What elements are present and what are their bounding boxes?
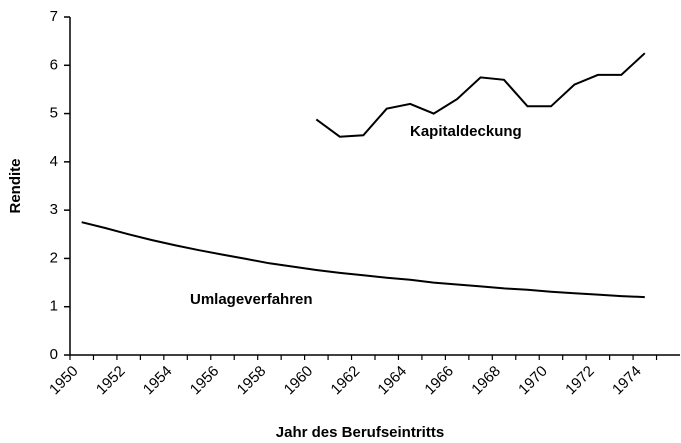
x-tick-label: 1964 — [374, 363, 410, 399]
x-tick-label: 1960 — [281, 363, 317, 399]
x-tick-label: 1970 — [515, 363, 551, 399]
x-tick-label: 1956 — [187, 363, 223, 399]
x-tick-label: 1962 — [328, 363, 364, 399]
x-tick-label: 1952 — [93, 363, 129, 399]
y-tick-label: 3 — [50, 201, 58, 218]
x-tick-label: 1968 — [468, 363, 504, 399]
x-axis-label: Jahr des Berufseintritts — [276, 424, 444, 441]
y-tick-label: 1 — [50, 298, 58, 315]
x-tick-label: 1972 — [562, 363, 598, 399]
x-tick-label: 1950 — [46, 363, 82, 399]
x-tick-label: 1966 — [421, 363, 457, 399]
y-tick-label: 0 — [50, 346, 58, 363]
y-axis-label: Rendite — [7, 158, 24, 213]
y-tick-label: 5 — [50, 105, 58, 122]
y-tick-label: 6 — [50, 56, 58, 73]
series-label: Kapitaldeckung — [410, 123, 522, 140]
x-tick-label: 1954 — [140, 363, 176, 399]
y-tick-label: 4 — [50, 153, 58, 170]
y-tick-label: 7 — [50, 8, 58, 25]
x-tick-label: 1974 — [609, 363, 645, 399]
line — [315, 52, 646, 138]
line — [81, 221, 645, 299]
y-tick-label: 2 — [50, 249, 58, 266]
x-tick-label: 1958 — [234, 363, 270, 399]
series-label: Umlageverfahren — [190, 291, 313, 308]
